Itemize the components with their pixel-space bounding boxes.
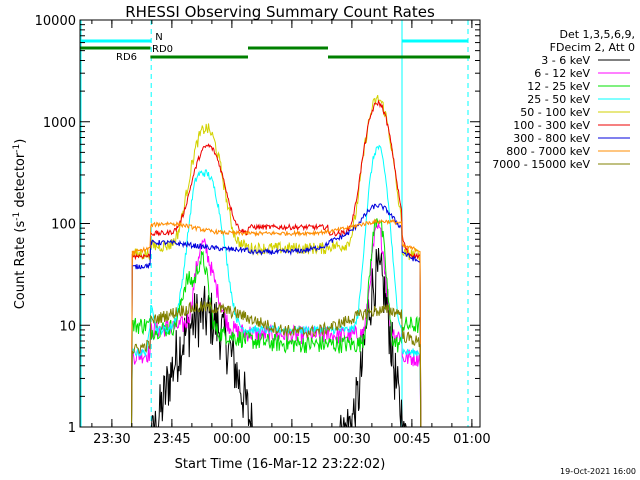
observing-bar-label-rd0: RD0 bbox=[152, 44, 173, 55]
legend-header-line-1: Det 1,3,5,6,9, bbox=[559, 28, 635, 41]
x-axis: 23:30 23:45 00:00 00:15 00:30 00:45 01:00 bbox=[91, 20, 491, 447]
x-tick-label: 00:00 bbox=[213, 432, 250, 447]
footer-date: 19-Oct-2021 16:00 bbox=[560, 467, 636, 476]
series-lines bbox=[80, 94, 480, 427]
x-tick-label: 23:30 bbox=[93, 432, 130, 447]
y-axis-label: Count Rate (s-1 detector-1) bbox=[12, 139, 28, 310]
x-tick-label: 00:45 bbox=[393, 432, 430, 447]
y-tick-label: 10 bbox=[59, 319, 76, 334]
y-axis: 1 10 100 1000 10000 bbox=[35, 14, 480, 436]
legend-label: 6 - 12 keV bbox=[534, 67, 590, 80]
legend-header-line-2: FDecim 2, Att 0 bbox=[550, 41, 635, 54]
x-axis-label: Start Time (16-Mar-12 23:22:02) bbox=[175, 457, 386, 472]
legend-label: 7000 - 15000 keV bbox=[492, 158, 590, 171]
legend-label: 3 - 6 keV bbox=[541, 54, 590, 67]
y-tick-label: 10000 bbox=[35, 14, 76, 29]
series-line-3 bbox=[80, 218, 480, 427]
legend-label: 12 - 25 keV bbox=[527, 80, 590, 93]
legend: Det 1,3,5,6,9, FDecim 2, Att 0 3 - 6 keV… bbox=[492, 28, 635, 171]
legend-label: 800 - 7000 keV bbox=[506, 145, 590, 158]
legend-label: 25 - 50 keV bbox=[527, 93, 590, 106]
observing-bar-label-rd6: RD6 bbox=[116, 52, 137, 63]
series-line-7 bbox=[80, 203, 480, 427]
x-tick-label: 00:15 bbox=[273, 432, 310, 447]
legend-label: 50 - 100 keV bbox=[520, 106, 590, 119]
chart-title: RHESSI Observing Summary Count Rates bbox=[125, 3, 435, 21]
x-tick-label: 00:30 bbox=[333, 432, 370, 447]
x-tick-label: 23:45 bbox=[153, 432, 190, 447]
legend-label: 100 - 300 keV bbox=[513, 119, 590, 132]
y-tick-label: 1000 bbox=[43, 116, 76, 131]
y-tick-label: 1 bbox=[68, 421, 76, 436]
x-tick-label: 01:00 bbox=[453, 432, 490, 447]
observing-bar-label-n: N bbox=[155, 32, 162, 43]
y-tick-label: 100 bbox=[51, 218, 76, 233]
series-line-8 bbox=[80, 218, 480, 427]
legend-label: 300 - 800 keV bbox=[513, 132, 590, 145]
series-line-9 bbox=[80, 301, 480, 427]
series-line-2 bbox=[80, 222, 480, 427]
